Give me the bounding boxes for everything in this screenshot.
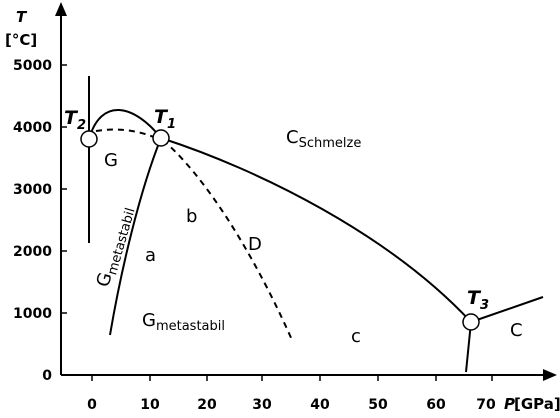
- region-label-d: D: [248, 234, 262, 255]
- region-label-melt: CSchmelze: [286, 127, 361, 151]
- y-tick-label: 5000: [13, 58, 52, 74]
- x-tick-label: 10: [140, 397, 160, 413]
- y-tick-label: 4000: [13, 120, 52, 136]
- x-tick-label: 60: [426, 397, 446, 413]
- x-tick-label: 20: [197, 397, 217, 413]
- region-labels: G CSchmelze b D a c C Gmetastabil Gmetas…: [93, 127, 523, 347]
- region-label-graphite-metastable: Gmetastabil: [142, 310, 225, 334]
- triple-point-t3: [462, 313, 480, 331]
- x-axis-arrow: [543, 369, 557, 381]
- y-tick-label: 3000: [13, 182, 52, 198]
- x-axis-unit: [GPa]: [514, 395, 560, 413]
- point-label-t1: T1: [154, 106, 176, 132]
- graphite-diamond-boundary: [109, 137, 162, 336]
- region-label-b: b: [186, 206, 197, 227]
- region-label-a: a: [145, 245, 156, 266]
- x-tick-label: 70: [476, 397, 496, 413]
- region-label-carbon: C: [510, 320, 523, 341]
- x-tick-label: 50: [368, 397, 388, 413]
- triple-point-t2: [80, 130, 98, 148]
- phase-boundaries: [88, 76, 544, 373]
- y-tick-label: 1000: [13, 306, 52, 322]
- y-axis-arrow: [55, 2, 67, 16]
- metastable-diamond-boundary: [162, 139, 293, 341]
- y-axis-unit: [°C]: [5, 31, 37, 49]
- y-tick-label: 0: [42, 368, 52, 384]
- graphite-melt-boundary: [88, 109, 162, 140]
- region-label-graphite: G: [104, 150, 118, 171]
- x-axis-title: P: [504, 395, 515, 413]
- region-label-graphite-metastable-rotated: Gmetastabil: [93, 204, 139, 290]
- x-tick-label: 0: [87, 397, 97, 413]
- carbon-phase-boundary: [470, 296, 544, 323]
- x-tick-label: 40: [310, 397, 330, 413]
- diamond-melt-boundary: [160, 137, 472, 323]
- triple-point-t1: [152, 129, 170, 147]
- x-tick-label: 30: [252, 397, 272, 413]
- point-label-t3: T3: [467, 287, 489, 313]
- point-label-t2: T2: [64, 107, 86, 133]
- axes: 0 1000 2000 3000 4000 5000 0 10 20 30 40…: [5, 2, 560, 413]
- y-axis-title: T: [16, 8, 28, 26]
- triple-points: T2 T1 T3: [64, 106, 489, 331]
- region-label-c: c: [351, 326, 361, 347]
- y-tick-label: 2000: [13, 244, 52, 260]
- metastable-graphite-melt-boundary: [95, 128, 157, 139]
